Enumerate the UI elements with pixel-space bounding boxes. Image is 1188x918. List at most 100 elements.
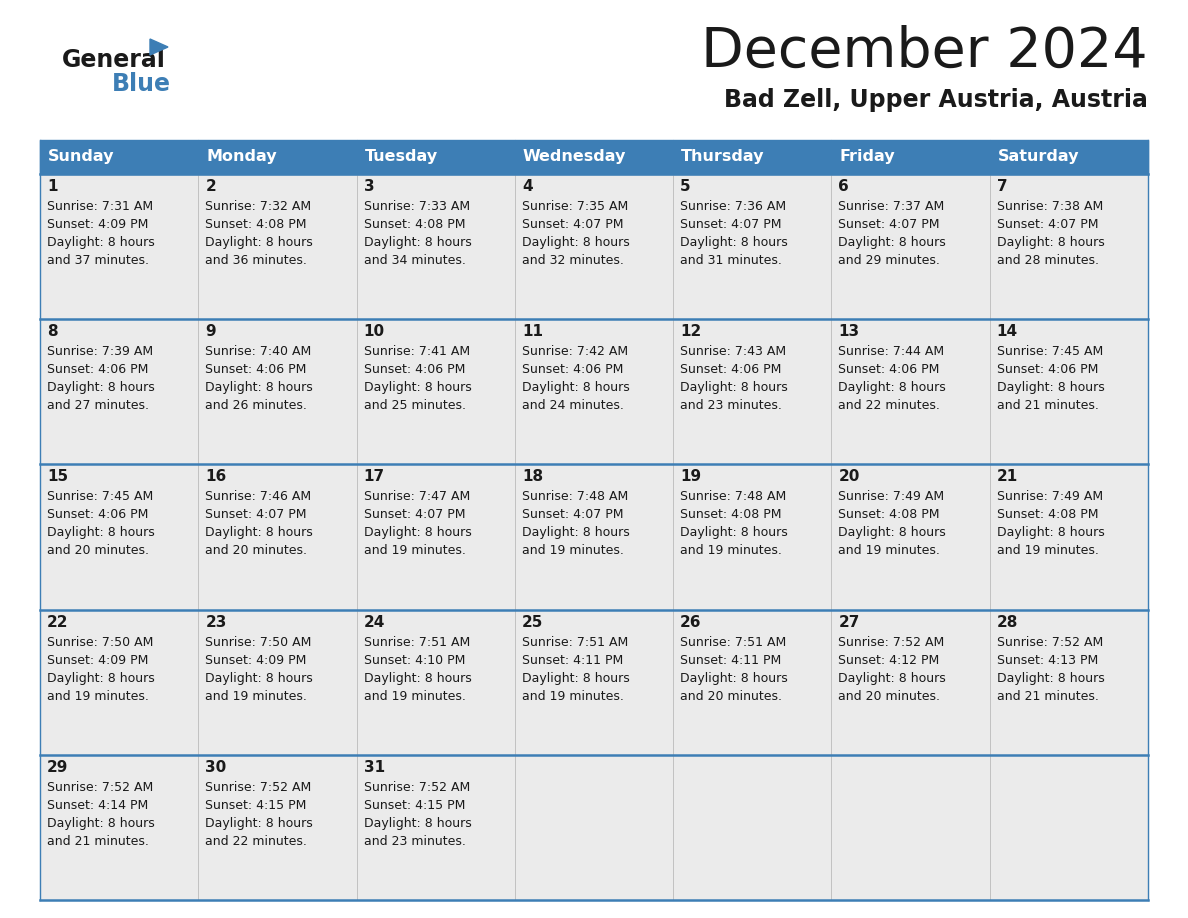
Text: Monday: Monday xyxy=(207,150,277,164)
Bar xyxy=(990,755,1148,900)
Bar xyxy=(198,755,356,900)
Bar xyxy=(40,319,198,465)
Text: Sunset: 4:13 PM: Sunset: 4:13 PM xyxy=(997,654,1098,666)
Text: and 20 minutes.: and 20 minutes. xyxy=(48,544,148,557)
Bar xyxy=(40,140,198,174)
Bar xyxy=(990,465,1148,610)
Bar xyxy=(674,755,832,900)
Text: 31: 31 xyxy=(364,760,385,775)
Text: Sunset: 4:06 PM: Sunset: 4:06 PM xyxy=(839,364,940,376)
Text: Sunrise: 7:52 AM: Sunrise: 7:52 AM xyxy=(364,781,469,794)
Text: Bad Zell, Upper Austria, Austria: Bad Zell, Upper Austria, Austria xyxy=(725,88,1148,112)
Text: Daylight: 8 hours: Daylight: 8 hours xyxy=(681,236,788,249)
Text: and 19 minutes.: and 19 minutes. xyxy=(681,544,782,557)
Text: Thursday: Thursday xyxy=(681,150,765,164)
Text: 30: 30 xyxy=(206,760,227,775)
Bar xyxy=(674,140,832,174)
Bar xyxy=(40,755,198,900)
Text: Daylight: 8 hours: Daylight: 8 hours xyxy=(364,526,472,540)
Text: 1: 1 xyxy=(48,179,57,194)
Bar xyxy=(198,465,356,610)
Text: 20: 20 xyxy=(839,469,860,485)
Bar xyxy=(40,174,198,319)
Text: and 28 minutes.: and 28 minutes. xyxy=(997,254,1099,267)
Text: Sunrise: 7:52 AM: Sunrise: 7:52 AM xyxy=(48,781,153,794)
Text: Sunrise: 7:43 AM: Sunrise: 7:43 AM xyxy=(681,345,786,358)
Text: Daylight: 8 hours: Daylight: 8 hours xyxy=(364,236,472,249)
Text: Sunrise: 7:39 AM: Sunrise: 7:39 AM xyxy=(48,345,153,358)
Bar xyxy=(990,174,1148,319)
Text: Daylight: 8 hours: Daylight: 8 hours xyxy=(48,381,154,394)
Text: Daylight: 8 hours: Daylight: 8 hours xyxy=(839,672,946,685)
Text: Sunrise: 7:32 AM: Sunrise: 7:32 AM xyxy=(206,200,311,213)
Text: and 37 minutes.: and 37 minutes. xyxy=(48,254,148,267)
Bar xyxy=(356,465,514,610)
Text: Sunset: 4:15 PM: Sunset: 4:15 PM xyxy=(364,799,465,812)
Text: 7: 7 xyxy=(997,179,1007,194)
Text: Sunrise: 7:33 AM: Sunrise: 7:33 AM xyxy=(364,200,469,213)
Text: 4: 4 xyxy=(522,179,532,194)
Bar xyxy=(832,465,990,610)
Text: and 32 minutes.: and 32 minutes. xyxy=(522,254,624,267)
Bar xyxy=(990,319,1148,465)
Text: Sunrise: 7:49 AM: Sunrise: 7:49 AM xyxy=(839,490,944,503)
Text: and 19 minutes.: and 19 minutes. xyxy=(364,689,466,702)
Text: 16: 16 xyxy=(206,469,227,485)
Text: Sunrise: 7:37 AM: Sunrise: 7:37 AM xyxy=(839,200,944,213)
Bar xyxy=(514,755,674,900)
Bar xyxy=(514,319,674,465)
Text: 13: 13 xyxy=(839,324,860,339)
Text: and 19 minutes.: and 19 minutes. xyxy=(839,544,941,557)
Text: Daylight: 8 hours: Daylight: 8 hours xyxy=(206,526,312,540)
Bar xyxy=(356,319,514,465)
Text: and 36 minutes.: and 36 minutes. xyxy=(206,254,308,267)
Bar xyxy=(832,174,990,319)
Text: and 19 minutes.: and 19 minutes. xyxy=(522,689,624,702)
Text: Sunrise: 7:51 AM: Sunrise: 7:51 AM xyxy=(681,635,786,649)
Bar xyxy=(832,140,990,174)
Polygon shape xyxy=(150,39,168,55)
Text: Sunrise: 7:40 AM: Sunrise: 7:40 AM xyxy=(206,345,311,358)
Text: 6: 6 xyxy=(839,179,849,194)
Text: Sunset: 4:08 PM: Sunset: 4:08 PM xyxy=(206,218,307,231)
Text: Daylight: 8 hours: Daylight: 8 hours xyxy=(839,526,946,540)
Text: Daylight: 8 hours: Daylight: 8 hours xyxy=(364,672,472,685)
Text: 3: 3 xyxy=(364,179,374,194)
Text: Saturday: Saturday xyxy=(998,150,1079,164)
Text: 10: 10 xyxy=(364,324,385,339)
Text: Sunset: 4:07 PM: Sunset: 4:07 PM xyxy=(681,218,782,231)
Text: 15: 15 xyxy=(48,469,68,485)
Bar xyxy=(990,140,1148,174)
Text: Sunrise: 7:46 AM: Sunrise: 7:46 AM xyxy=(206,490,311,503)
Text: and 25 minutes.: and 25 minutes. xyxy=(364,399,466,412)
Text: Sunset: 4:09 PM: Sunset: 4:09 PM xyxy=(48,218,148,231)
Text: Sunset: 4:07 PM: Sunset: 4:07 PM xyxy=(997,218,1098,231)
Text: Daylight: 8 hours: Daylight: 8 hours xyxy=(997,236,1105,249)
Text: 11: 11 xyxy=(522,324,543,339)
Text: and 23 minutes.: and 23 minutes. xyxy=(364,834,466,848)
Text: Daylight: 8 hours: Daylight: 8 hours xyxy=(48,526,154,540)
Text: Daylight: 8 hours: Daylight: 8 hours xyxy=(522,672,630,685)
Text: 27: 27 xyxy=(839,614,860,630)
Text: Sunrise: 7:38 AM: Sunrise: 7:38 AM xyxy=(997,200,1102,213)
Text: Sunset: 4:07 PM: Sunset: 4:07 PM xyxy=(839,218,940,231)
Text: and 19 minutes.: and 19 minutes. xyxy=(522,544,624,557)
Text: Sunset: 4:10 PM: Sunset: 4:10 PM xyxy=(364,654,465,666)
Text: December 2024: December 2024 xyxy=(701,25,1148,79)
Text: Sunday: Sunday xyxy=(48,150,114,164)
Text: and 20 minutes.: and 20 minutes. xyxy=(206,544,308,557)
Text: Friday: Friday xyxy=(840,150,895,164)
Text: Sunset: 4:07 PM: Sunset: 4:07 PM xyxy=(364,509,465,521)
Text: 19: 19 xyxy=(681,469,701,485)
Text: Daylight: 8 hours: Daylight: 8 hours xyxy=(681,381,788,394)
Bar xyxy=(514,174,674,319)
Bar xyxy=(990,610,1148,755)
Text: Daylight: 8 hours: Daylight: 8 hours xyxy=(839,236,946,249)
Text: Sunset: 4:06 PM: Sunset: 4:06 PM xyxy=(522,364,624,376)
Text: 24: 24 xyxy=(364,614,385,630)
Bar xyxy=(674,174,832,319)
Text: Sunset: 4:09 PM: Sunset: 4:09 PM xyxy=(206,654,307,666)
Text: Sunrise: 7:44 AM: Sunrise: 7:44 AM xyxy=(839,345,944,358)
Text: Daylight: 8 hours: Daylight: 8 hours xyxy=(681,526,788,540)
Bar xyxy=(832,610,990,755)
